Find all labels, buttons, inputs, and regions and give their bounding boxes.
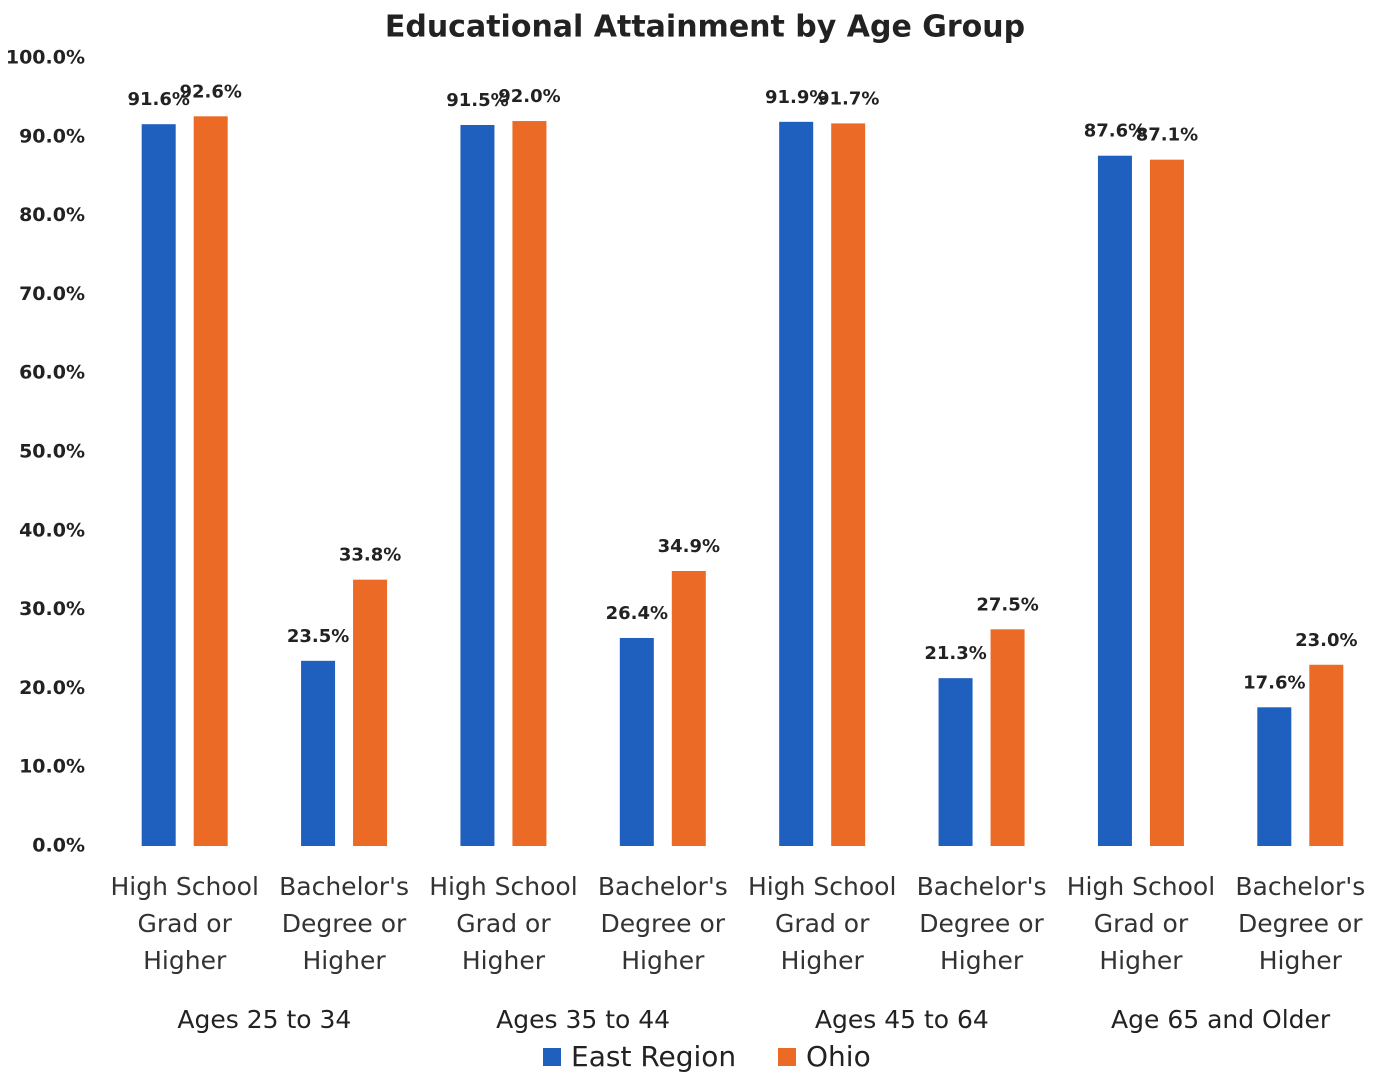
bar: [1149, 159, 1184, 847]
bar: [671, 570, 706, 846]
value-label: 91.7%: [817, 88, 879, 109]
y-tick-label: 90.0%: [19, 125, 85, 147]
chart-title: Educational Attainment by Age Group: [385, 10, 1025, 45]
x-tick-label: High School Grad or Higher: [110, 872, 259, 975]
bar: [619, 637, 654, 846]
value-label: 33.8%: [339, 545, 401, 566]
x-tick-label: Bachelor's Degree or Higher: [279, 872, 409, 975]
value-label: 23.0%: [1295, 630, 1357, 651]
y-tick-label: 80.0%: [19, 204, 85, 226]
bar: [193, 116, 228, 846]
y-tick-label: 100.0%: [6, 47, 85, 69]
bar: [141, 124, 176, 846]
bar: [1309, 664, 1344, 846]
bar: [779, 121, 814, 846]
value-label: 26.4%: [606, 603, 668, 624]
y-tick-label: 20.0%: [19, 677, 85, 699]
bar: [938, 678, 973, 846]
group-label: Ages 35 to 44: [496, 1005, 670, 1034]
group-label: Age 65 and Older: [1111, 1005, 1331, 1034]
value-label: 27.5%: [976, 594, 1038, 615]
legend-label: East Region: [571, 1040, 736, 1073]
value-label: 17.6%: [1243, 672, 1305, 693]
value-label: 91.9%: [765, 87, 827, 108]
x-tick-label: High School Grad or Higher: [1066, 872, 1216, 975]
bar: [353, 579, 388, 846]
value-label: 87.1%: [1136, 125, 1198, 146]
x-tick-label: Bachelor's Degree or Higher: [597, 872, 728, 975]
value-label: 21.3%: [924, 643, 986, 664]
bar: [831, 123, 866, 847]
value-label: 23.5%: [287, 626, 349, 647]
bar: [990, 629, 1025, 846]
y-tick-label: 70.0%: [19, 283, 85, 305]
bar: [512, 121, 547, 847]
value-label: 34.9%: [658, 536, 720, 557]
bar: [1257, 707, 1292, 846]
legend-swatch: [543, 1048, 561, 1066]
group-label: Ages 25 to 34: [177, 1005, 351, 1034]
legend-swatch: [778, 1048, 796, 1066]
y-tick-label: 50.0%: [19, 441, 85, 463]
x-tick-label: High School Grad or Higher: [429, 872, 578, 975]
bar: [301, 660, 336, 846]
group-label: Ages 45 to 64: [815, 1005, 989, 1034]
x-tick-label: Bachelor's Degree or Higher: [1235, 872, 1366, 975]
y-tick-label: 0.0%: [32, 835, 85, 857]
x-tick-label: Bachelor's Degree or Higher: [916, 872, 1047, 975]
bar: [1097, 155, 1132, 846]
value-label: 87.6%: [1084, 121, 1146, 142]
legend-label: Ohio: [806, 1040, 871, 1073]
value-label: 91.5%: [446, 90, 508, 111]
x-tick-label: High School Grad or Higher: [747, 872, 897, 975]
y-tick-label: 40.0%: [19, 519, 85, 541]
y-tick-label: 30.0%: [19, 598, 85, 620]
value-label: 92.0%: [498, 86, 560, 107]
y-tick-label: 10.0%: [19, 756, 85, 778]
bar: [460, 124, 495, 847]
value-label: 91.6%: [127, 89, 189, 110]
y-tick-label: 60.0%: [19, 362, 85, 384]
value-label: 92.6%: [179, 81, 241, 102]
